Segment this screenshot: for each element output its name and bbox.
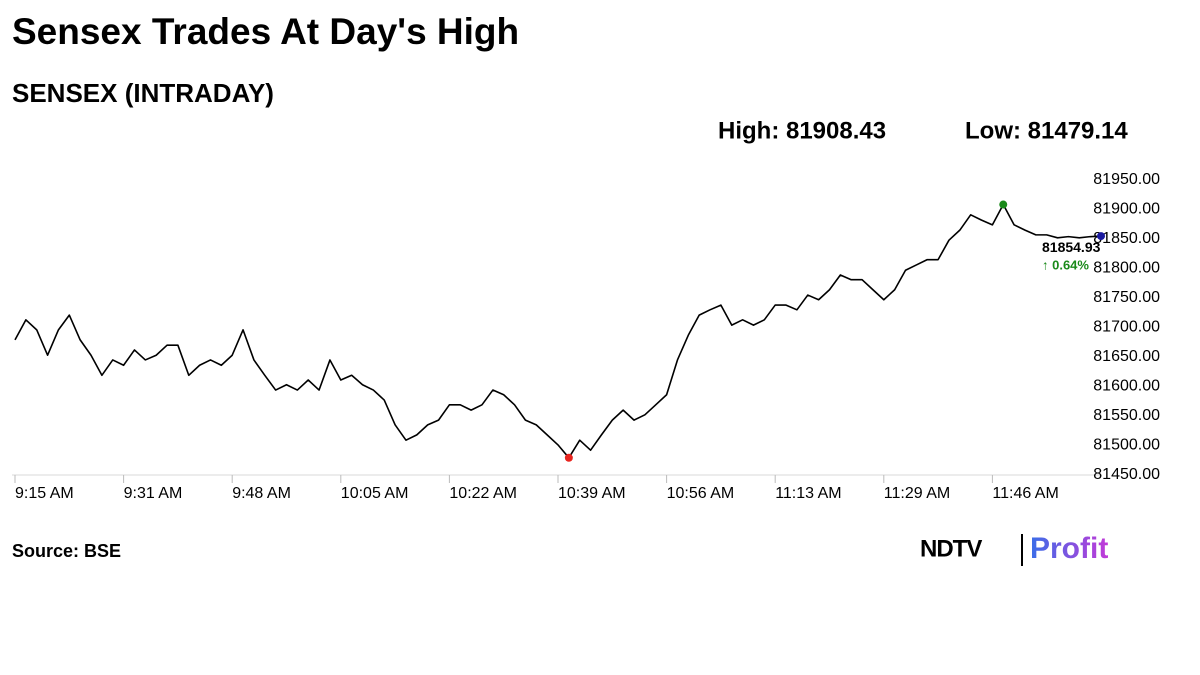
last-marker xyxy=(1097,232,1105,241)
x-tick-label: 10:56 AM xyxy=(667,485,735,502)
y-tick-label: 81850.00 xyxy=(1093,230,1160,247)
high-marker xyxy=(999,200,1008,209)
logo-left: NDTV xyxy=(920,535,982,562)
logo-right: Profit xyxy=(1030,532,1108,565)
x-tick-label: 10:22 AM xyxy=(449,485,517,502)
y-tick-label: 81900.00 xyxy=(1093,201,1160,218)
x-tick-label: 10:05 AM xyxy=(341,485,409,502)
price-line xyxy=(14,203,1102,459)
y-tick-label: 81950.00 xyxy=(1093,171,1160,188)
high-label: High: 81908.43 xyxy=(718,117,886,144)
y-tick-label: 81700.00 xyxy=(1093,319,1160,336)
x-tick-label: 10:39 AM xyxy=(558,485,626,502)
y-tick-label: 81450.00 xyxy=(1093,466,1160,483)
y-tick-label: 81600.00 xyxy=(1093,378,1160,395)
change-label: ↑ 0.64% xyxy=(1042,258,1089,273)
chart-subtitle: SENSEX (INTRADAY) xyxy=(12,78,274,108)
x-tick-label: 9:48 AM xyxy=(232,485,291,502)
x-tick-label: 11:29 AM xyxy=(884,485,950,502)
x-tick-label: 9:15 AM xyxy=(15,485,74,502)
x-tick-label: 11:46 AM xyxy=(992,485,1058,502)
y-tick-label: 81550.00 xyxy=(1093,407,1160,424)
chart-title: Sensex Trades At Day's High xyxy=(12,11,519,52)
last-value-label: 81854.93 xyxy=(1042,239,1101,255)
y-tick-label: 81750.00 xyxy=(1093,289,1160,306)
low-label: Low: 81479.14 xyxy=(965,117,1128,144)
y-tick-label: 81800.00 xyxy=(1093,260,1160,277)
source: Source: BSE xyxy=(12,541,121,561)
y-tick-label: 81500.00 xyxy=(1093,437,1160,454)
low-marker xyxy=(564,453,573,462)
y-tick-label: 81650.00 xyxy=(1093,348,1160,365)
x-tick-label: 11:13 AM xyxy=(775,485,841,502)
x-tick-label: 9:31 AM xyxy=(124,485,183,502)
